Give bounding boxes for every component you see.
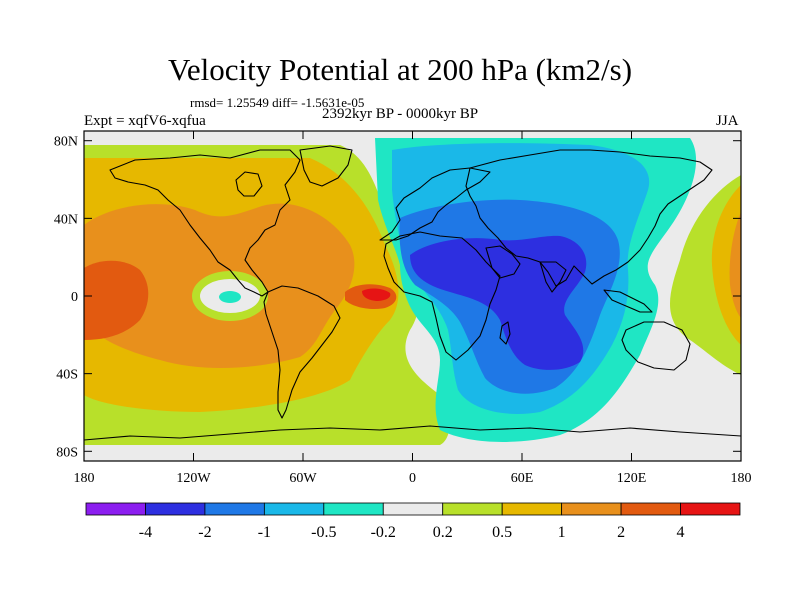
x-tick-label: 120W xyxy=(176,471,211,486)
colorbar: -4 -2 -1 -0.5 -0.2 0.2 0.5 1 2 4 xyxy=(85,502,741,541)
coastlines xyxy=(84,145,741,441)
x-tick-label: 180 xyxy=(731,471,752,486)
africa-coast xyxy=(383,231,501,361)
colorbar-label: -2 xyxy=(198,524,211,541)
map-title: Velocity Potential at 200 hPa (km2/s) xyxy=(167,52,633,87)
colorbar-swatch xyxy=(145,502,206,516)
contour-positive-east-0.5 xyxy=(711,185,741,345)
colorbar-swatch xyxy=(501,502,563,516)
colorbar-swatch xyxy=(204,502,265,516)
colorbar-swatch xyxy=(382,502,444,516)
period-label: 2392kyr BP - 0000kyr BP xyxy=(322,106,479,122)
colorbar-swatch xyxy=(561,502,622,516)
colorbar-swatch xyxy=(263,502,325,516)
colorbar-label: 0.5 xyxy=(492,524,512,541)
experiment-label: Expt = xqfV6-xqfua xyxy=(84,113,206,129)
x-axis: 180 120W 60W 0 60E 120E 180 xyxy=(74,131,752,486)
arabia xyxy=(485,245,521,279)
season-label: JJA xyxy=(716,113,739,129)
stats-label: rmsd= 1.25549 diff= -1.5631e-05 xyxy=(190,95,365,110)
x-tick-label: 120E xyxy=(617,471,647,486)
contour-field xyxy=(84,131,741,461)
colorbar-swatch xyxy=(680,502,741,516)
colorbar-swatch xyxy=(323,502,384,516)
y-tick-label: 80S xyxy=(56,445,78,460)
y-tick-label: 40N xyxy=(54,212,78,227)
india xyxy=(539,261,567,293)
x-tick-label: 60W xyxy=(289,471,317,486)
colorbar-label: 2 xyxy=(617,524,625,541)
madagascar xyxy=(499,321,511,345)
colorbar-swatch xyxy=(85,502,146,516)
contour-positive-2 xyxy=(84,260,149,340)
y-axis: 80N 40N 0 40S 80S xyxy=(54,135,741,460)
hudson-bay xyxy=(235,171,263,197)
colorbar-swatch xyxy=(620,502,681,516)
colorbar-label: 4 xyxy=(677,524,685,541)
antarctica-coast xyxy=(84,425,741,441)
x-tick-label: 0 xyxy=(409,471,416,486)
y-tick-label: 40S xyxy=(56,368,78,383)
x-tick-label: 60E xyxy=(511,471,534,486)
y-tick-label: 0 xyxy=(71,290,78,305)
colorbar-label: -4 xyxy=(139,524,152,541)
colorbar-label: 1 xyxy=(558,524,566,541)
south-america-coast xyxy=(263,285,341,419)
colorbar-label: 0.2 xyxy=(433,524,453,541)
contour-positive-4 xyxy=(362,288,391,301)
x-tick-label: 180 xyxy=(74,471,95,486)
colorbar-label: -0.2 xyxy=(371,524,396,541)
y-tick-label: 80N xyxy=(54,135,78,150)
colorbar-swatch xyxy=(442,502,503,516)
north-america-coast xyxy=(109,149,301,297)
asia-coast xyxy=(465,149,713,287)
contour-positive-east-1 xyxy=(729,212,741,318)
indonesia xyxy=(603,289,653,313)
australia xyxy=(621,321,691,371)
colorbar-label: -1 xyxy=(258,524,271,541)
greenland xyxy=(299,145,353,187)
europe-coast xyxy=(379,167,491,241)
colorbar-label: -0.5 xyxy=(311,524,336,541)
